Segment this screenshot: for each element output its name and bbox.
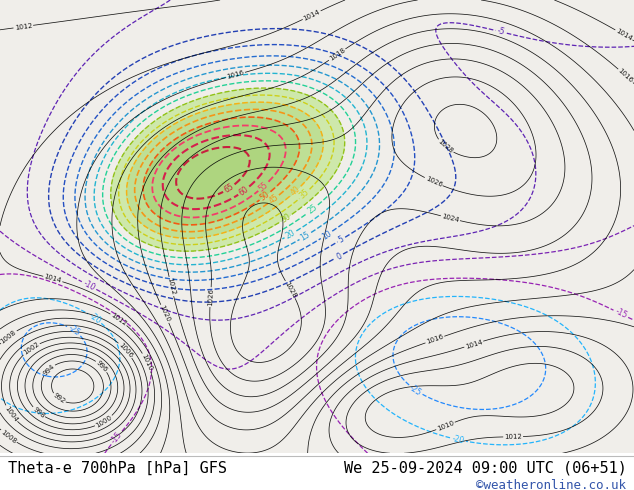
Text: 1012: 1012 (110, 312, 128, 327)
Text: 1026: 1026 (424, 175, 443, 188)
Text: 10: 10 (320, 228, 333, 241)
Text: 998: 998 (32, 406, 46, 419)
Text: 5: 5 (337, 234, 346, 245)
Text: 1004: 1004 (3, 405, 18, 423)
Text: 40: 40 (289, 184, 302, 197)
Text: 994: 994 (42, 363, 56, 376)
Text: 1016: 1016 (617, 68, 634, 84)
Text: 1014: 1014 (43, 273, 62, 284)
Text: -10: -10 (82, 279, 96, 293)
Text: 1010: 1010 (436, 420, 455, 432)
Text: 1016: 1016 (226, 70, 245, 80)
Text: 0: 0 (335, 251, 344, 261)
Text: 1016: 1016 (425, 334, 444, 345)
Text: 1010: 1010 (141, 353, 153, 372)
Text: 15: 15 (299, 230, 312, 243)
Text: -15: -15 (613, 307, 628, 320)
Text: 1008: 1008 (0, 329, 18, 344)
Text: -25: -25 (67, 323, 82, 338)
Text: ©weatheronline.co.uk: ©weatheronline.co.uk (476, 479, 626, 490)
Text: 1006: 1006 (117, 342, 134, 359)
Text: 1014: 1014 (615, 28, 633, 42)
Text: 1002: 1002 (22, 341, 40, 356)
Text: 1026: 1026 (207, 288, 214, 306)
Text: 35: 35 (298, 187, 311, 200)
Text: 1020: 1020 (158, 304, 171, 323)
Text: 1024: 1024 (441, 213, 460, 223)
Text: 45: 45 (267, 193, 280, 206)
Text: 1012: 1012 (504, 434, 522, 440)
Text: 996: 996 (95, 359, 108, 373)
Text: 20: 20 (284, 228, 297, 241)
Text: 50: 50 (259, 190, 271, 202)
Text: 1028: 1028 (437, 139, 454, 155)
Text: 30: 30 (280, 212, 293, 224)
Text: 55: 55 (257, 180, 270, 193)
Text: Theta-e 700hPa [hPa] GFS: Theta-e 700hPa [hPa] GFS (8, 461, 226, 475)
Text: 1014: 1014 (464, 339, 483, 350)
Text: 1008: 1008 (0, 429, 18, 444)
Text: -15: -15 (109, 430, 124, 446)
Text: 25: 25 (306, 203, 319, 216)
Text: -20: -20 (87, 311, 103, 325)
Text: 65: 65 (223, 182, 236, 195)
Text: 1000: 1000 (94, 414, 113, 429)
Text: We 25-09-2024 09:00 UTC (06+51): We 25-09-2024 09:00 UTC (06+51) (344, 461, 626, 475)
Text: -5: -5 (496, 26, 506, 37)
Text: 60: 60 (237, 184, 250, 197)
Text: 1014: 1014 (302, 9, 321, 22)
Text: -25: -25 (408, 383, 424, 397)
Text: -20: -20 (451, 434, 465, 445)
Text: 1012: 1012 (14, 23, 32, 31)
Text: 1018: 1018 (328, 47, 346, 62)
Text: 1022: 1022 (166, 277, 176, 296)
Text: 992: 992 (52, 392, 66, 405)
Text: 1028: 1028 (283, 280, 297, 299)
